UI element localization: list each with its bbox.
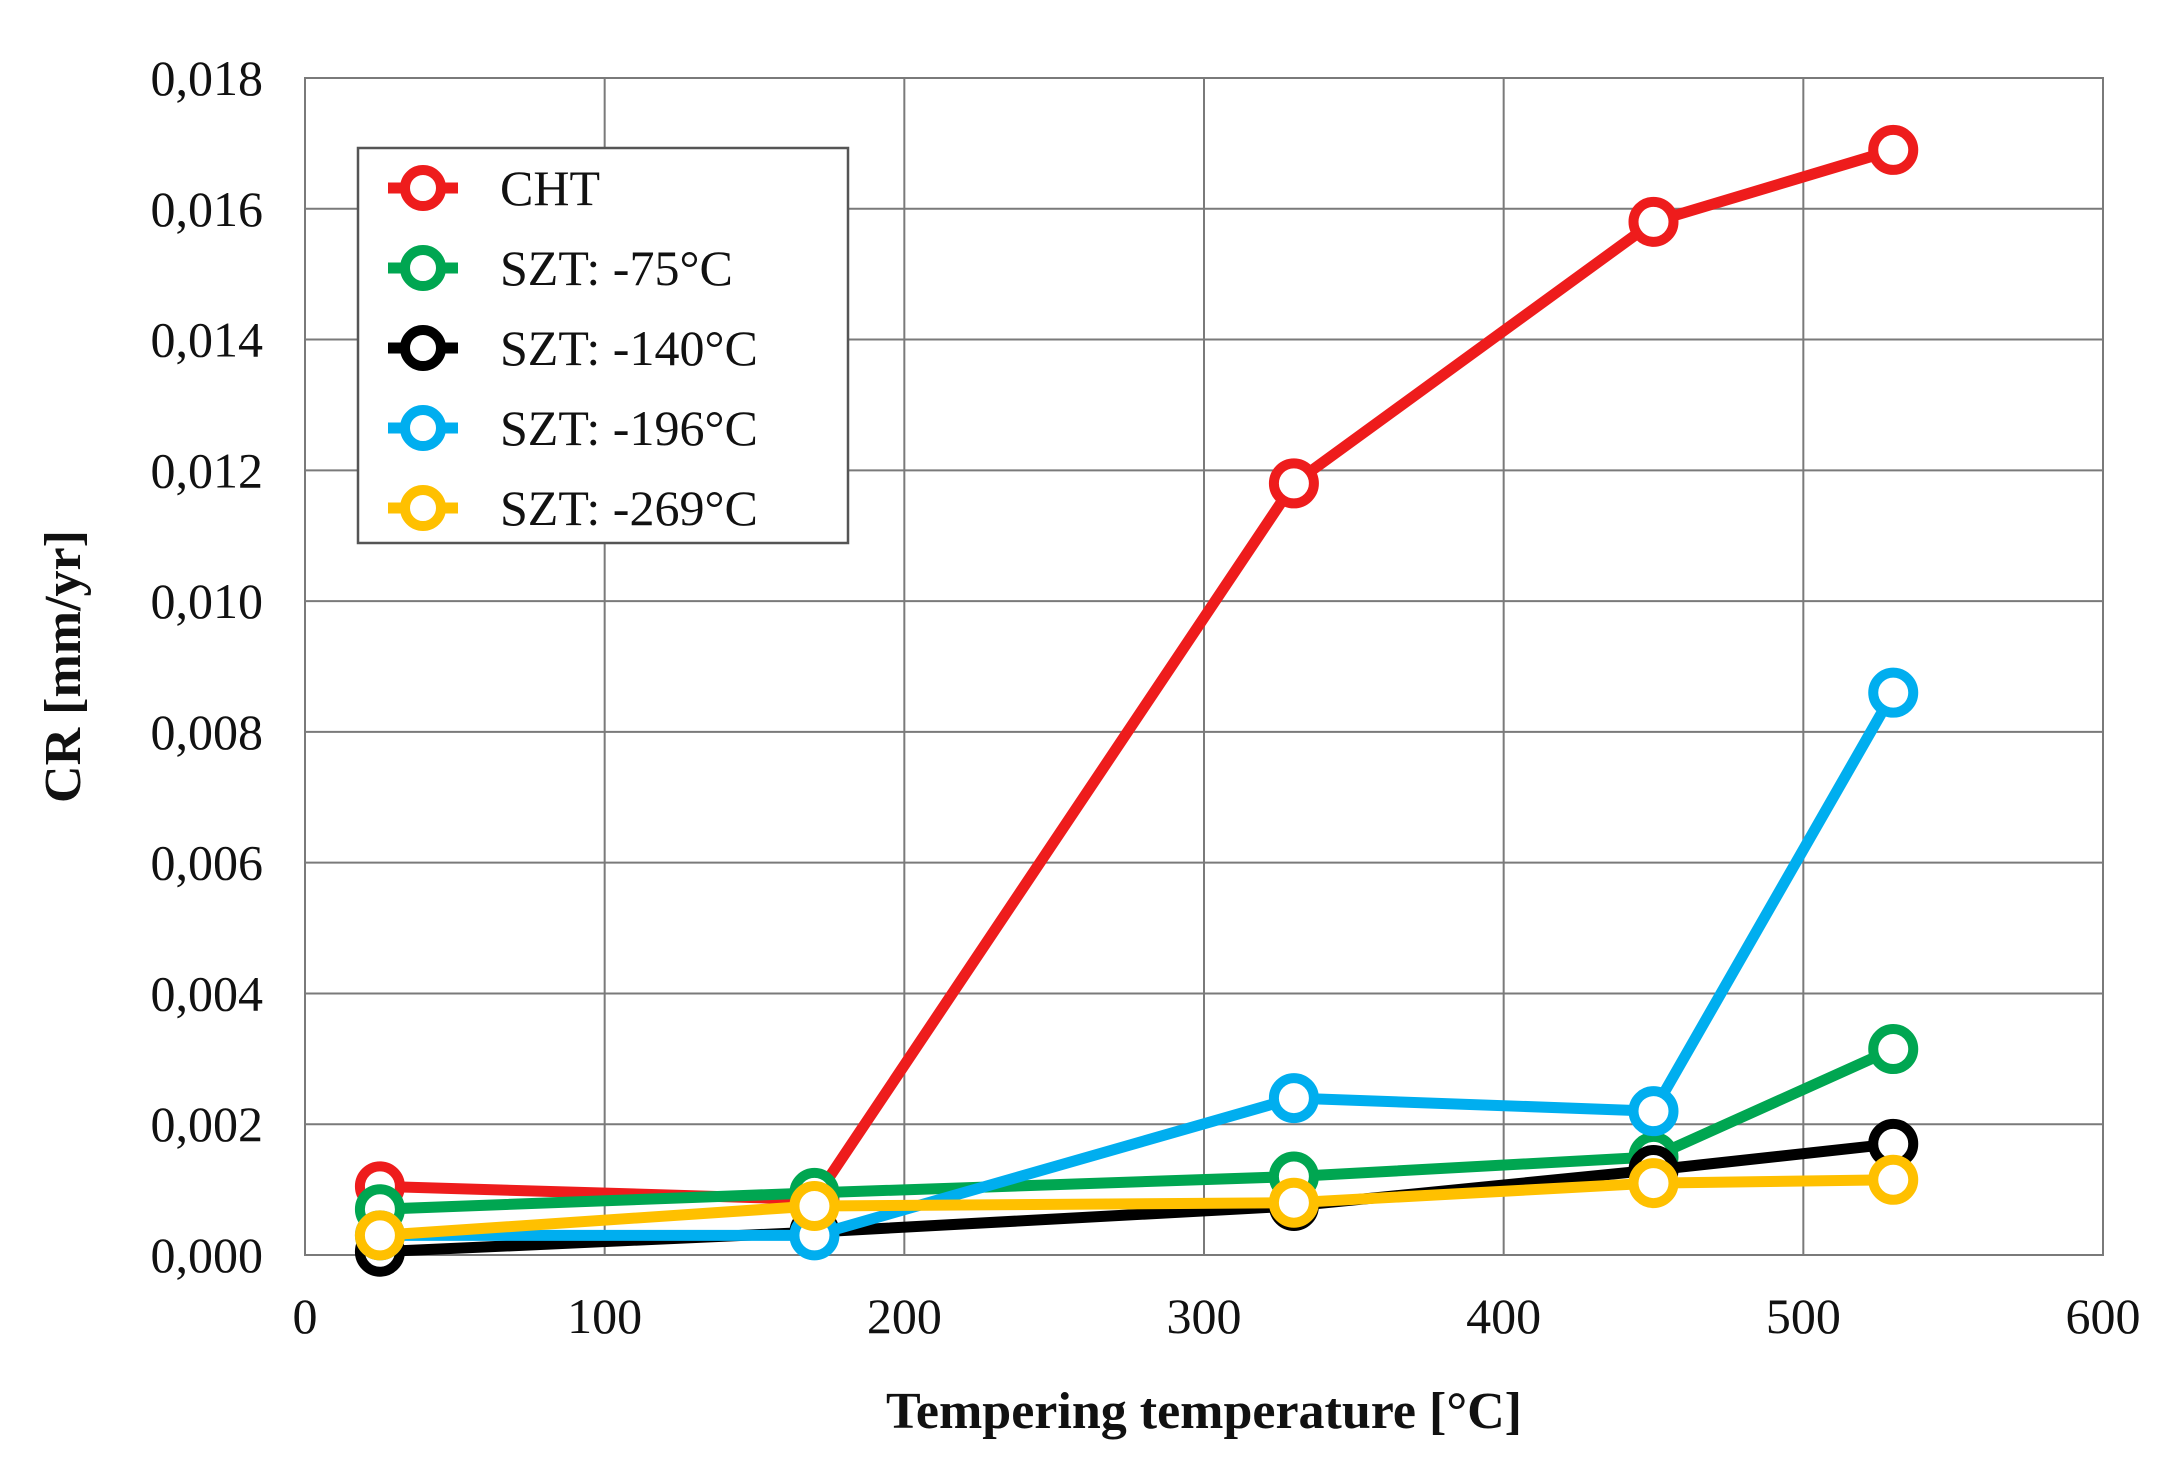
legend-swatch-marker bbox=[400, 245, 446, 291]
grid bbox=[304, 77, 2104, 1256]
y-tick-label: 0,016 bbox=[151, 181, 264, 237]
legend-item: SZT: -140°C bbox=[388, 320, 758, 376]
y-tick-label: 0,006 bbox=[151, 835, 264, 891]
legend-label: SZT: -75°C bbox=[500, 240, 733, 296]
plot-area-border bbox=[304, 77, 2104, 1256]
x-tick-label: 300 bbox=[1167, 1288, 1242, 1344]
data-point bbox=[1868, 124, 1919, 175]
axes: Tempering temperature [°C] CR [mm/yr] 0 1… bbox=[35, 50, 2141, 1440]
data-point bbox=[789, 1180, 840, 1231]
data-point bbox=[1268, 458, 1319, 509]
x-tick-label: 600 bbox=[2066, 1288, 2141, 1344]
legend: CHT SZT: -75°C SZT: -140°C SZT: -196°C SZT: … bbox=[356, 146, 850, 545]
legend-item: CHT bbox=[388, 160, 600, 216]
data-point bbox=[1628, 196, 1679, 247]
series-4 bbox=[354, 1154, 1919, 1261]
y-tick-label: 0,014 bbox=[151, 312, 264, 368]
y-axis-title: CR [mm/yr] bbox=[35, 530, 92, 803]
data-point bbox=[1868, 1024, 1919, 1075]
y-tick-label: 0,018 bbox=[151, 50, 264, 106]
y-tick-label: 0,000 bbox=[151, 1227, 264, 1283]
x-tick-label: 100 bbox=[567, 1288, 642, 1344]
x-tick-label: 400 bbox=[1466, 1288, 1541, 1344]
legend-label: SZT: -269°C bbox=[500, 480, 758, 536]
legend-label: SZT: -196°C bbox=[500, 400, 758, 456]
legend-item: SZT: -269°C bbox=[388, 480, 758, 536]
y-tick-label: 0,002 bbox=[151, 1096, 264, 1152]
data-point bbox=[1868, 1154, 1919, 1205]
series-layer bbox=[354, 124, 1919, 1277]
data-point bbox=[1628, 1086, 1679, 1137]
legend-item: SZT: -196°C bbox=[388, 400, 758, 456]
x-axis-title: Tempering temperature [°C] bbox=[886, 1383, 1522, 1440]
x-tick-label: 200 bbox=[867, 1288, 942, 1344]
y-tick-label: 0,008 bbox=[151, 704, 264, 760]
legend-swatch-marker bbox=[400, 485, 446, 531]
data-point bbox=[1628, 1158, 1679, 1209]
legend-swatch-marker bbox=[400, 405, 446, 451]
data-point bbox=[354, 1210, 405, 1261]
y-tick-label: 0,012 bbox=[151, 442, 264, 498]
legend-swatch-marker bbox=[400, 325, 446, 371]
legend-label: CHT bbox=[500, 160, 600, 216]
y-tick-label: 0,004 bbox=[151, 965, 264, 1021]
x-tick-label: 500 bbox=[1766, 1288, 1841, 1344]
legend-swatch-marker bbox=[400, 165, 446, 211]
data-point bbox=[1268, 1073, 1319, 1124]
data-point bbox=[1268, 1177, 1319, 1228]
data-point bbox=[1868, 667, 1919, 718]
legend-item: SZT: -75°C bbox=[388, 240, 733, 296]
legend-label: SZT: -140°C bbox=[500, 320, 758, 376]
y-tick-label: 0,010 bbox=[151, 573, 264, 629]
x-tick-label: 0 bbox=[293, 1288, 318, 1344]
